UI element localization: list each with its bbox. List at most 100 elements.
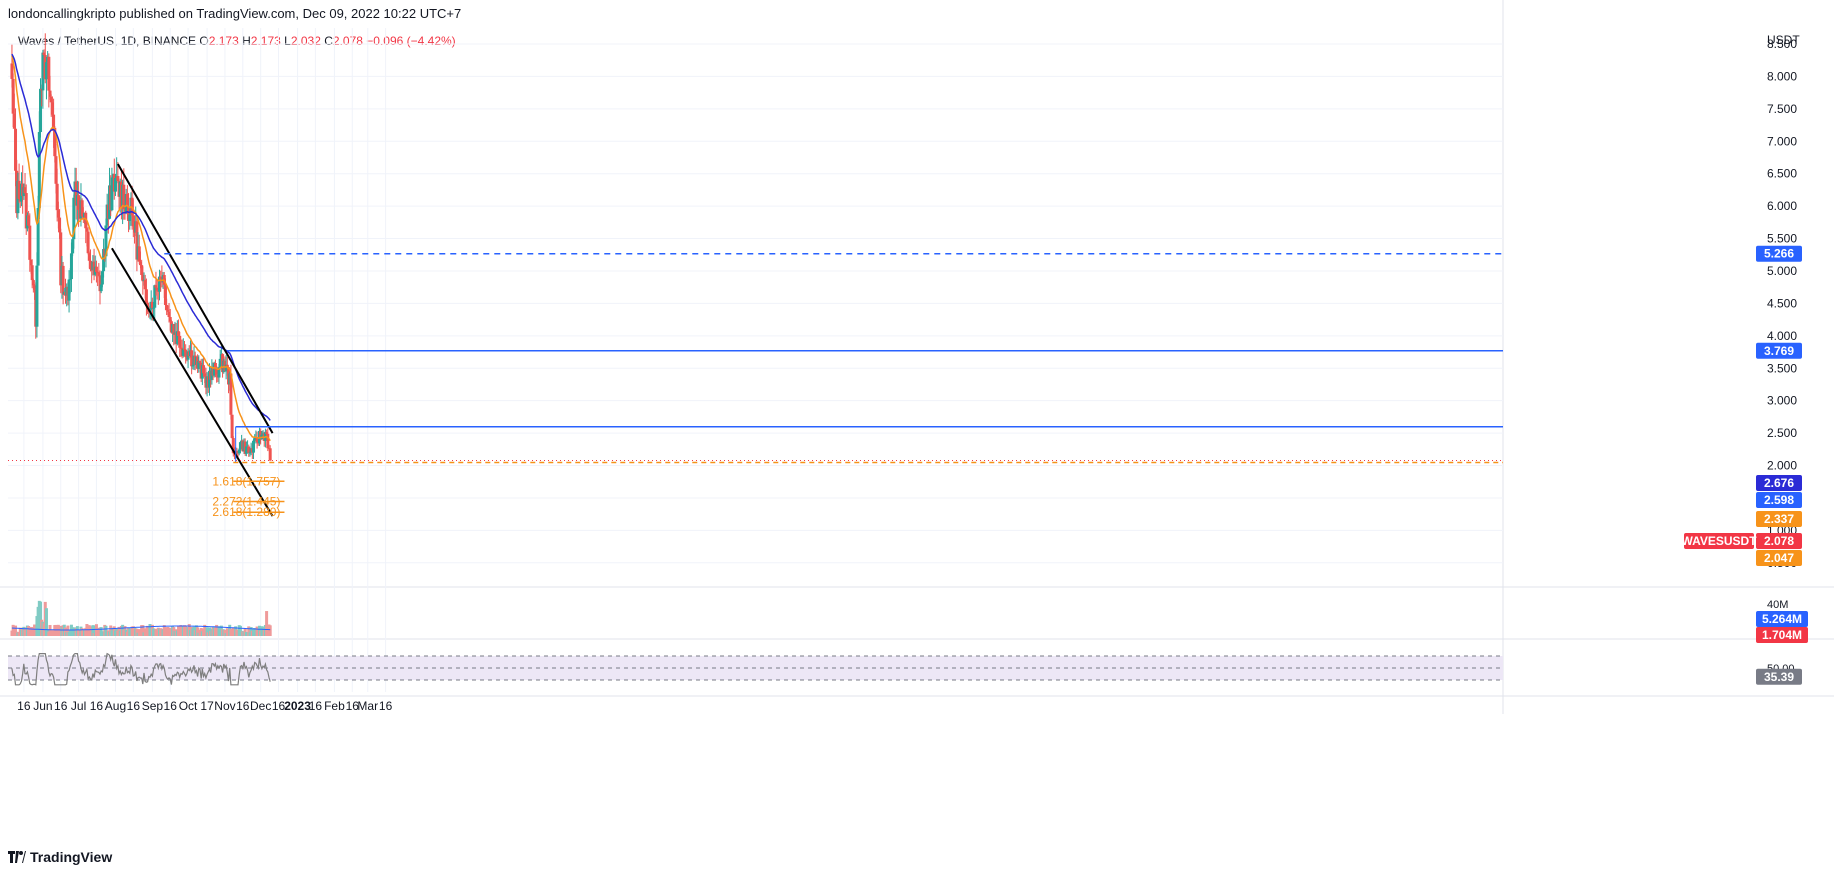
candle-body — [10, 63, 14, 79]
candle-body — [183, 349, 186, 351]
candle-body — [94, 266, 98, 273]
price-tag-label: 2.078 — [1764, 534, 1794, 548]
candle-body — [97, 272, 101, 276]
y-tick-label: 7.500 — [1767, 102, 1797, 116]
quote-currency-label: USDT — [1767, 33, 1800, 47]
candle-body — [11, 78, 15, 114]
candle-body — [61, 265, 65, 295]
candle-body — [87, 253, 91, 261]
candle-body — [77, 195, 81, 210]
x-tick-label: 16 — [309, 699, 323, 713]
candle-body — [99, 284, 103, 292]
open-label: O — [199, 34, 209, 48]
candle-body — [165, 305, 169, 310]
candle-body — [110, 177, 114, 211]
candle-body — [175, 331, 179, 344]
candle-body — [86, 231, 90, 254]
volume-bar — [255, 626, 259, 636]
volume-bar — [128, 628, 132, 636]
x-tick-label: 16 — [236, 699, 250, 713]
candle-body — [172, 324, 176, 335]
candle-body — [49, 96, 53, 103]
candle-body — [203, 373, 207, 377]
candle-body — [52, 114, 56, 128]
candle-body — [244, 446, 248, 454]
y-tick-label: 2.500 — [1767, 426, 1797, 440]
candle-body — [252, 440, 256, 453]
candle-body — [150, 301, 154, 309]
candle-body — [54, 156, 58, 184]
candle-body — [253, 437, 257, 441]
price-tag — [1756, 245, 1802, 262]
volume-bar — [141, 625, 145, 636]
x-tick-label: 16 — [90, 699, 104, 713]
candle-body — [56, 210, 60, 218]
candle-body — [202, 365, 206, 374]
volume-bar — [162, 625, 166, 636]
candle-body — [58, 217, 62, 233]
candle-body — [127, 206, 131, 221]
candle-body — [255, 437, 259, 443]
high-label: H — [242, 34, 251, 48]
price-tag — [1756, 550, 1802, 566]
candle-body — [33, 285, 37, 290]
volume-bar — [99, 627, 103, 636]
candle-body — [98, 275, 102, 292]
rsi-value-label: 35.39 — [1764, 670, 1794, 684]
candle-body — [122, 184, 126, 210]
volume-bar — [30, 626, 34, 636]
candle-body — [235, 450, 239, 453]
channel-lower-line — [111, 247, 274, 517]
volume-bar — [66, 625, 70, 636]
candle-body — [50, 102, 54, 115]
y-tick-label: 8.000 — [1767, 69, 1797, 83]
volume-bar — [14, 625, 18, 636]
volume-bar — [44, 608, 48, 636]
x-tick-label: 16 — [379, 699, 393, 713]
candle-body — [29, 259, 33, 266]
volume-bar — [196, 627, 200, 636]
candle-body — [154, 285, 158, 288]
price-tag — [1756, 492, 1802, 508]
fib-extension-label: 2.272(1.445) — [212, 495, 280, 509]
volume-bar — [265, 611, 269, 636]
candle-body — [67, 279, 71, 301]
fib-extension-label: 1.618(1.757) — [212, 474, 280, 488]
y-tick-label: 3.000 — [1767, 394, 1797, 408]
candle-body — [125, 193, 129, 207]
rsi-value-tag — [1756, 668, 1802, 685]
candle-body — [135, 221, 139, 260]
candle-body — [191, 365, 195, 367]
volume-y-tick: 40M — [1767, 599, 1788, 611]
low-label: L — [284, 34, 291, 48]
x-tick-label: Nov — [214, 699, 235, 713]
x-tick-label: 16 — [54, 699, 68, 713]
price-tag — [1756, 511, 1802, 527]
candle-body — [190, 350, 194, 367]
price-tag — [1756, 342, 1802, 359]
candle-body — [72, 197, 76, 240]
candle-body — [12, 113, 16, 129]
candle-body — [163, 284, 167, 306]
candle-body — [55, 183, 59, 211]
candle-body — [178, 335, 182, 348]
candle-body — [177, 331, 181, 336]
x-tick-label: 16 — [164, 699, 178, 713]
channel-upper-line — [116, 163, 274, 434]
brand-name[interactable]: TradingView — [30, 849, 113, 865]
ema-slow-line — [11, 53, 271, 421]
candle-body — [266, 433, 270, 449]
candle-body — [42, 52, 46, 56]
candle-body — [113, 178, 117, 192]
x-tick-label: Jun — [33, 699, 52, 713]
candle-body — [41, 52, 45, 91]
volume-bar — [104, 625, 108, 636]
candle-body — [159, 276, 163, 280]
volume-bar — [205, 627, 209, 636]
candle-body — [141, 274, 145, 282]
candle-body — [80, 200, 84, 217]
candle-body — [27, 215, 31, 226]
candle-body — [144, 289, 148, 303]
candle-body — [237, 449, 241, 454]
